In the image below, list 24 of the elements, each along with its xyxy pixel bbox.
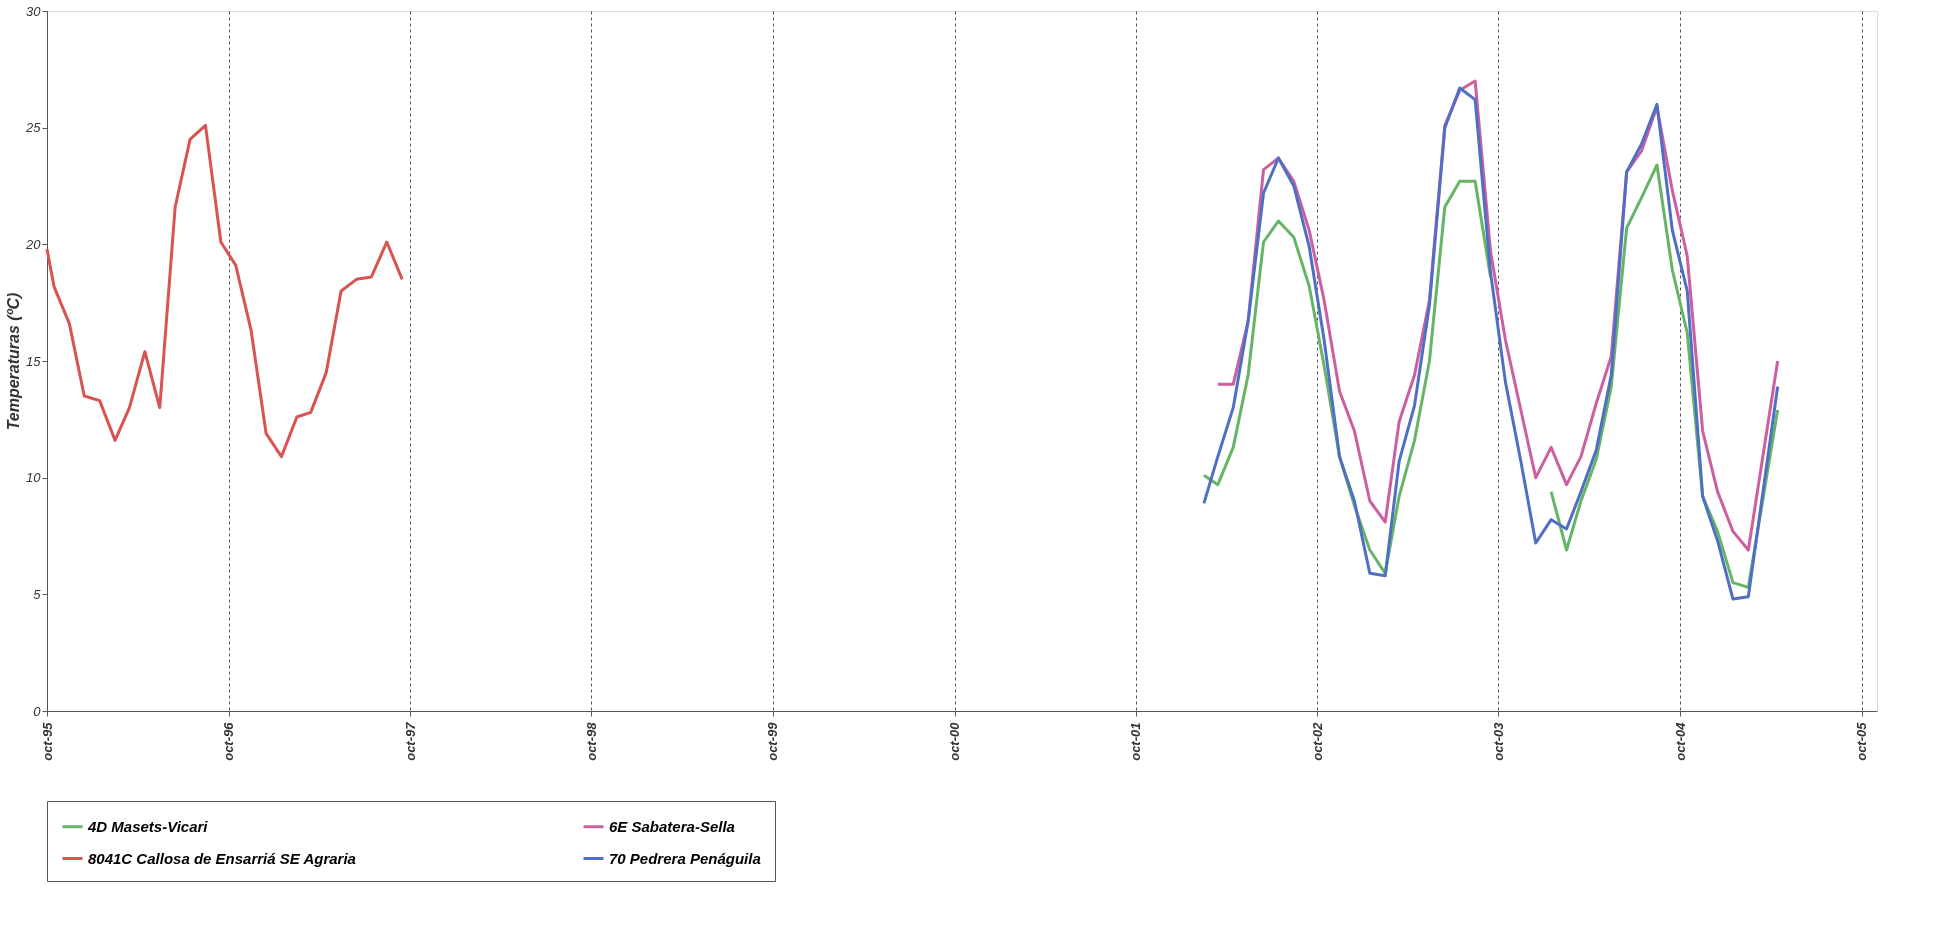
y-tick-label: 30	[26, 3, 42, 19]
y-tick-label: 0	[33, 703, 42, 719]
x-tick-label: oct-99	[765, 721, 781, 761]
y-axis-title: Temperaturas (ºC)	[5, 292, 23, 431]
legend-label: 70 Pedrera Penáguila	[609, 849, 761, 867]
legend-label: 4D Masets-Vicari	[87, 817, 209, 835]
y-tick-label: 20	[25, 236, 42, 252]
x-tick-label: oct-95	[39, 721, 55, 761]
y-tick-label: 10	[26, 470, 42, 486]
x-tick-label: oct-03	[1490, 721, 1506, 761]
x-tick-label: oct-98	[583, 721, 599, 761]
x-tick-label: oct-00	[947, 721, 963, 761]
x-tick-label: oct-04	[1672, 721, 1688, 761]
x-tick-label: oct-01	[1128, 722, 1144, 761]
legend-label: 6E Sabatera-Sella	[609, 817, 735, 835]
legend-label: 8041C Callosa de Ensarriá SE Agraria	[88, 849, 356, 867]
y-tick-label: 5	[33, 586, 42, 602]
x-tick-label: oct-02	[1309, 721, 1325, 761]
line-series	[45, 123, 404, 459]
y-tick-label: 15	[26, 353, 42, 369]
x-tick-label: oct-97	[402, 721, 418, 761]
y-tick-label: 25	[25, 120, 42, 136]
x-tick-label: oct-96	[221, 721, 237, 761]
x-tick-label: oct-05	[1854, 721, 1870, 761]
